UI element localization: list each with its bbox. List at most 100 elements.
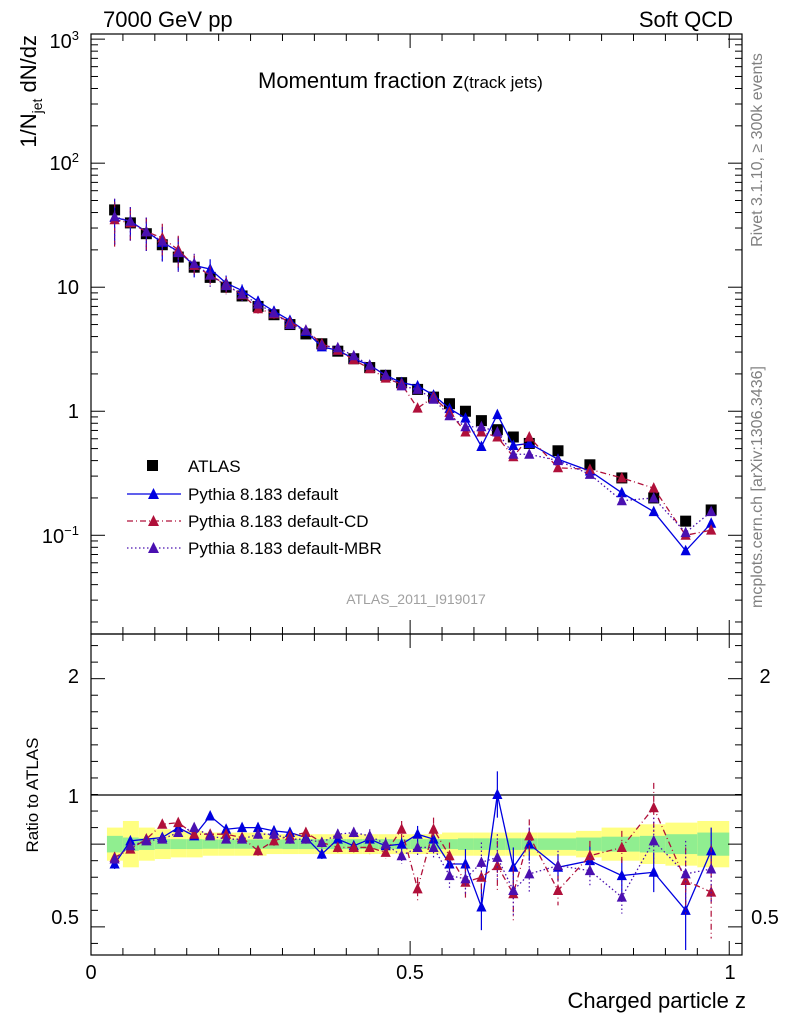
ratio-point-1 [364,841,375,852]
data-point-3 [109,210,120,222]
ratio-point-2 [189,821,200,833]
ratio-point-2 [476,856,487,867]
data-point-3 [364,359,375,370]
xtick-label-1: 1 [724,962,735,984]
data-point-3 [584,468,596,479]
ratio-point-2 [221,833,232,844]
ratio-point-2 [300,833,311,844]
ratio-band-green [186,839,203,850]
ratio-point-2 [680,867,691,879]
ratio-point-0 [316,848,327,859]
ratio-point-1 [332,841,343,852]
ratio-ylabel: Ratio to ATLAS [23,738,42,853]
ratio-ytick-2-right: 2 [759,666,770,688]
data-point-3 [316,339,327,350]
ratio-point-2 [460,872,471,884]
data-point-2 [476,426,487,437]
ratio-point-0 [492,788,503,799]
ratio-point-1 [428,823,439,834]
ratio-band-green [298,839,315,850]
data-point-3 [706,505,717,517]
ratio-point-2 [157,833,168,844]
ratio-point-2 [252,828,264,839]
ratio-point-2 [492,851,503,862]
ratio-point-2 [125,839,136,851]
legend-label-default: Pythia 8.183 default [188,485,339,504]
xtick-label-05: 0.5 [396,962,424,984]
ratio-point-1 [584,849,596,861]
ytick-label-1e3: 103 [50,28,79,53]
data-point-2 [616,471,627,483]
legend-marker-mbr [148,542,159,553]
data-point-2 [460,426,471,437]
data-point-1 [648,505,659,517]
ratio-point-1 [268,834,280,846]
ratio-point-1 [444,849,455,861]
ratio-point-0 [460,857,471,869]
ratio-band-green [234,839,251,849]
data-point-atlas [552,445,564,457]
ratio-panel: 2 1 0.5 2 0.5 Ratio to ATLAS 0 0.5 1 Cha… [23,633,779,1013]
ratio-point-1 [680,874,691,886]
ratio-point-2 [396,849,407,861]
ratio-point-1 [189,828,200,839]
ratio-band-green [170,839,187,850]
data-point-3 [412,383,423,394]
legend-marker-atlas [147,460,158,471]
ratio-point-0 [412,828,423,839]
data-point-1 [476,440,487,451]
data-point-3 [284,318,296,330]
ratio-point-1 [476,871,487,882]
data-point-1 [616,486,627,498]
ratio-band-green [457,838,474,850]
main-panel: 103 102 10 1 10−1 1/Njet dN/dz Momentum … [16,28,743,635]
ratio-point-1 [412,882,423,894]
ratio-ytick-05-left: 0.5 [51,907,79,929]
ratio-point-1 [648,801,659,813]
data-point-2 [706,524,717,535]
data-point-2 [552,461,564,473]
ytick-label-10: 10 [57,277,79,299]
ratio-point-2 [616,891,627,902]
main-ylabel: 1/Njet dN/dz [16,35,45,148]
ratio-point-2 [284,833,296,844]
ratio-point-0 [616,869,627,881]
data-point-3 [252,298,264,309]
ratio-point-0 [236,821,248,833]
data-point-3 [524,448,535,459]
ratio-band-green [106,835,123,853]
ratio-point-2 [444,869,455,881]
ratio-point-2 [316,836,327,847]
series-line-3 [114,216,712,534]
data-point-1 [706,517,717,528]
data-point-1 [508,439,519,450]
data-point-3 [173,246,184,258]
ratio-point-2 [584,864,596,876]
mcplots-label: mcplots.cern.ch [arXiv:1306.3436] [749,366,766,608]
data-point-3 [680,526,691,538]
ratio-point-1 [616,841,627,852]
rivet-label: Rivet 3.1.10, ≥ 300k events [749,53,766,247]
ratio-point-2 [706,862,717,874]
data-point-3 [268,306,280,318]
data-point-1 [460,412,471,423]
data-point-2 [412,402,423,413]
data-point-3 [348,349,359,361]
data-point-atlas [507,431,519,443]
ratio-point-0 [524,838,535,849]
data-point-1 [492,408,503,420]
data-point-3 [236,288,248,299]
ratio-point-2 [412,841,423,852]
ratio-point-0 [476,901,487,912]
ratio-point-2 [524,867,535,879]
data-point-3 [205,269,216,280]
ratio-point-2 [380,838,391,849]
ratio-point-1 [524,829,535,841]
data-point-1 [680,544,691,556]
data-point-3 [380,369,391,380]
data-point-3 [444,409,455,421]
ratio-band-green [218,839,235,849]
ratio-point-1 [300,826,311,838]
ratio-point-2 [141,834,152,846]
